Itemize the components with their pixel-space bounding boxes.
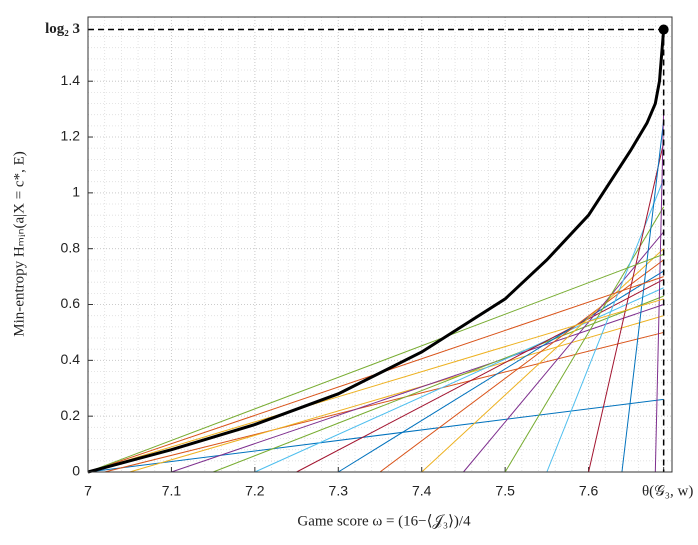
- tangent-line: [654, 109, 665, 473]
- y-tick-label: 0.4: [61, 351, 81, 367]
- tangent-line: [87, 298, 664, 473]
- tangent-line: [296, 278, 664, 473]
- x-tick-label: 7.5: [495, 483, 515, 499]
- tangent-line: [379, 259, 664, 473]
- y-tick-label: 1.2: [61, 128, 81, 144]
- tangent-line: [504, 206, 665, 473]
- bound-curve: [87, 29, 666, 474]
- tangent-line: [212, 295, 664, 473]
- tangent-line: [254, 287, 664, 473]
- tangent-line: [87, 398, 664, 473]
- tangent-line: [338, 270, 664, 473]
- x-tick-label: 7: [84, 483, 92, 499]
- tangent-line: [104, 331, 664, 473]
- x-tick-label: 7.6: [579, 483, 599, 499]
- y-tick-label: 0.8: [61, 239, 81, 255]
- y-axis-label: Min-entropy Hₘᵢₙ(a|X = c*, E): [11, 151, 27, 336]
- x-axis-label: Game score ω = (16−⟨𝒥₃⟩)/4: [297, 513, 471, 529]
- y-tick-label: 0.2: [61, 407, 81, 423]
- x-tick-label: 7.2: [245, 483, 265, 499]
- tangent-line: [588, 142, 665, 473]
- y-tick-label: 1.4: [61, 72, 81, 88]
- x-tick-label: 7.3: [329, 483, 349, 499]
- y-tick-label: 1: [72, 184, 80, 200]
- tangent-line: [171, 304, 664, 473]
- axes-box: [87, 16, 673, 473]
- tangent-line: [621, 120, 665, 473]
- y-tick-label: 0.6: [61, 295, 81, 311]
- tangent-line: [421, 248, 664, 473]
- y-tick-label: 0: [72, 463, 80, 479]
- tangent-line: [87, 253, 664, 473]
- plot-area: [88, 17, 672, 472]
- end-point: [658, 24, 669, 35]
- x-tick-label: 7.4: [412, 483, 432, 499]
- y-tick-label: log₂ 3: [45, 21, 80, 37]
- tangent-line: [463, 231, 665, 473]
- x-tick-label: θ(𝒢₃, w): [642, 483, 693, 499]
- x-tick-label: 7.1: [162, 483, 182, 499]
- tangent-line: [129, 315, 664, 473]
